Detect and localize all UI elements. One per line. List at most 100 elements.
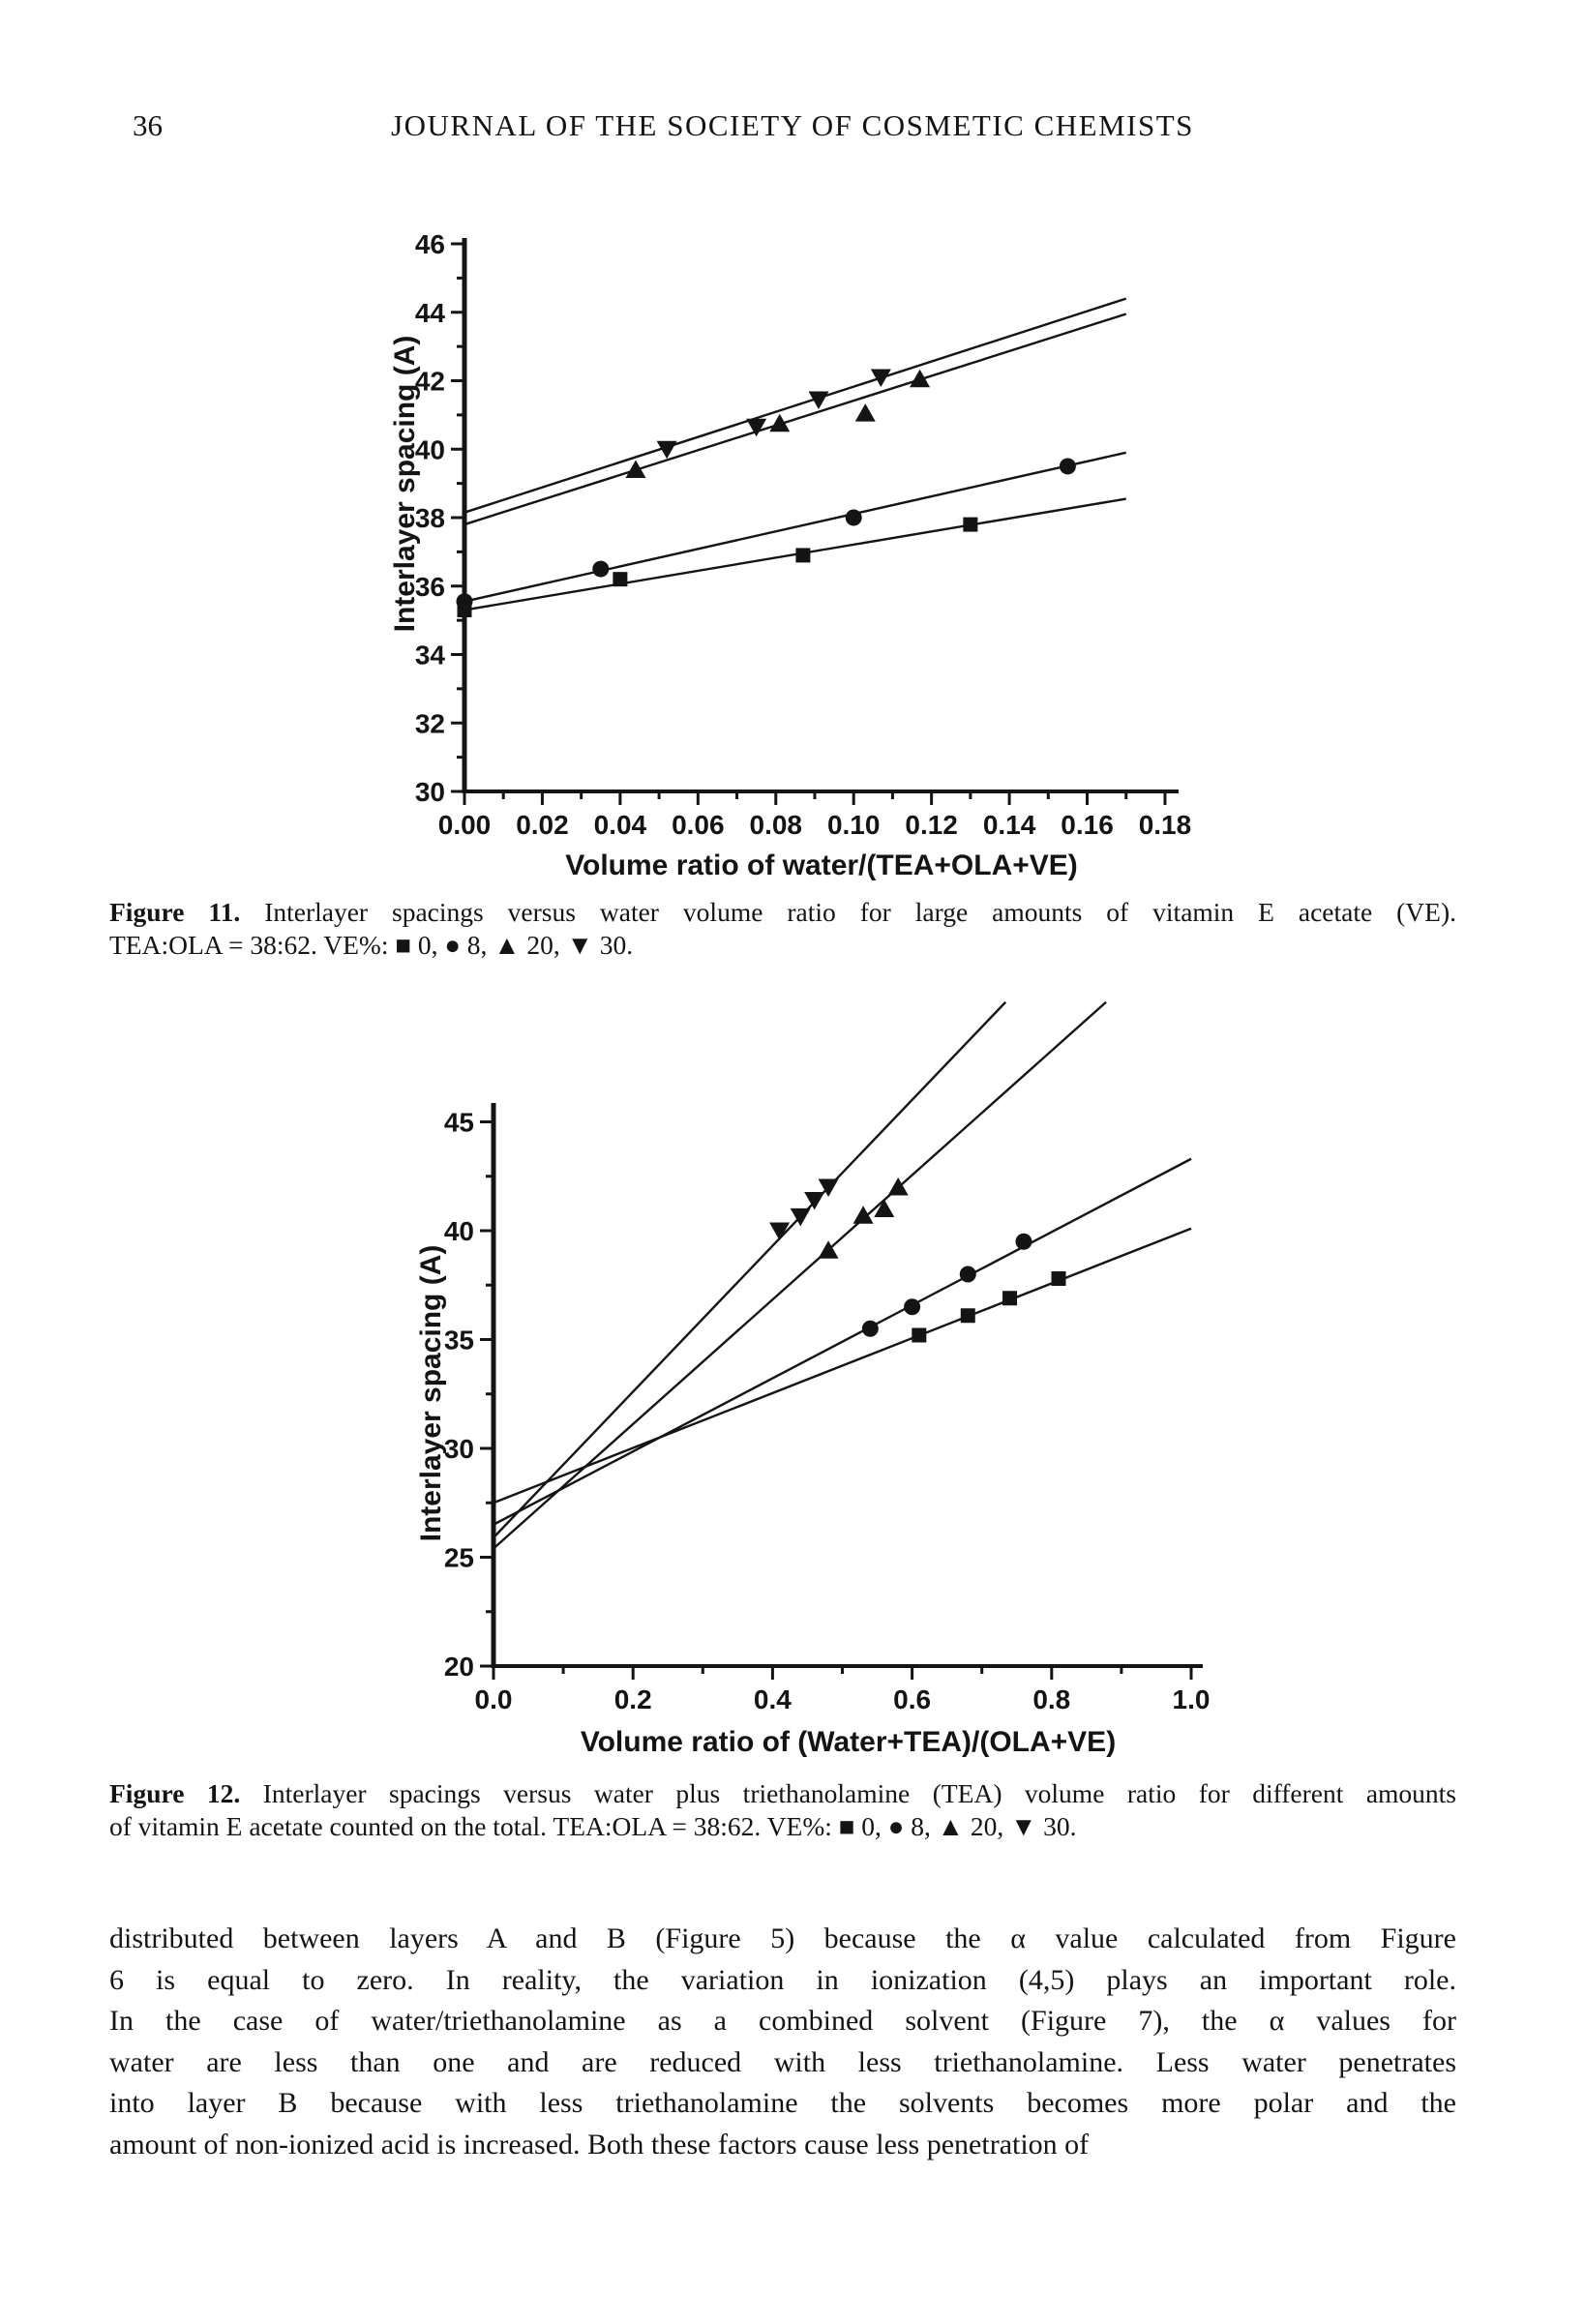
triangle-up-marker <box>874 1199 895 1217</box>
x-tick-label: 0.4 <box>754 1684 792 1714</box>
y-axis-title: Interlayer spacing (A) <box>389 336 421 633</box>
figure12-label: Figure 12. <box>109 1778 241 1808</box>
y-tick-label: 38 <box>415 503 445 533</box>
triangle-down-marker <box>808 391 829 409</box>
circle-marker <box>845 509 862 526</box>
journal-header: JOURNAL OF THE SOCIETY OF COSMETIC CHEMI… <box>391 108 1194 142</box>
figure11-caption-line1: Figure 11. Interlayer spacings versus wa… <box>109 897 1456 927</box>
body-line: 6 is equal to zero. In reality, the vari… <box>109 1963 1456 1996</box>
triangle-up-marker <box>818 1240 839 1259</box>
trend-line-triangle-up <box>493 1000 1107 1550</box>
series-circle <box>493 1157 1192 1526</box>
x-tick-label: 0.10 <box>827 810 881 840</box>
body-line: into layer B because with less triethano… <box>109 2087 1456 2119</box>
body-line: distributed between layers A and B (Figu… <box>109 1922 1456 1954</box>
series-triangle-up <box>464 313 1127 526</box>
figure11-caption: Figure 11. Interlayer spacings versus wa… <box>109 896 1456 961</box>
circle-marker <box>861 1320 879 1337</box>
triangle-down-marker <box>746 418 767 437</box>
x-tick-label: 0.8 <box>1032 1684 1070 1714</box>
x-tick-label: 0.6 <box>893 1684 931 1714</box>
series-circle <box>456 451 1127 611</box>
y-tick-label: 45 <box>444 1108 474 1138</box>
y-tick-label: 46 <box>415 229 445 259</box>
y-tick-label: 34 <box>415 641 446 670</box>
circle-marker <box>1059 458 1076 475</box>
x-tick-label: 0.08 <box>750 810 803 840</box>
triangle-down-marker <box>769 1222 791 1240</box>
x-tick-label: 1.0 <box>1173 1684 1211 1714</box>
series-triangle-up <box>493 1000 1107 1550</box>
x-axis-title: Volume ratio of (Water+TEA)/(OLA+VE) <box>581 1726 1116 1758</box>
body-line: amount of non-ionized acid is increased.… <box>109 2128 1090 2160</box>
circle-marker <box>959 1266 976 1283</box>
triangle-down-marker <box>790 1207 811 1227</box>
x-tick-label: 0.14 <box>983 810 1036 840</box>
triangle-down-marker <box>804 1192 825 1210</box>
series-triangle-down <box>464 297 1127 514</box>
triangle-up-marker <box>852 1206 874 1224</box>
triangle-down-marker <box>870 369 891 387</box>
figure12-caption-line1: Figure 12. Interlayer spacings versus wa… <box>109 1778 1457 1808</box>
y-tick-label: 30 <box>415 777 445 807</box>
series-square <box>457 497 1126 618</box>
triangle-down-marker <box>656 440 677 460</box>
y-tick-label: 20 <box>444 1652 474 1682</box>
y-tick-label: 32 <box>415 708 445 738</box>
figure11-chart: 0.00 0.02 0.04 0.06 0.08 0.10 0.12 0.14 0.16 0.18… <box>389 229 1191 881</box>
x-tick-label: 0.02 <box>516 810 569 840</box>
x-tick-label: 0.04 <box>594 810 647 840</box>
trend-line-square <box>493 1227 1192 1505</box>
square-marker <box>1002 1291 1018 1306</box>
triangle-up-marker <box>854 403 876 422</box>
x-tick-label: 0.06 <box>672 810 725 840</box>
circle-marker <box>904 1298 921 1316</box>
trend-line-triangle-up <box>464 313 1127 526</box>
page-number: 36 <box>133 108 163 142</box>
triangle-up-marker <box>625 460 646 478</box>
triangle-up-marker <box>910 369 931 388</box>
trend-line-square <box>464 497 1126 611</box>
figure11-caption-line2: TEA:OLA = 38:62. VE%: ■ 0, ● 8, ▲ 20, ▼ … <box>109 929 634 960</box>
x-tick-label: 0.12 <box>905 810 958 840</box>
y-tick-label: 40 <box>444 1216 474 1246</box>
figure11-label: Figure 11. <box>109 897 241 927</box>
square-marker <box>795 548 811 563</box>
square-marker <box>613 572 628 587</box>
figure12-caption: Figure 12. Interlayer spacings versus wa… <box>109 1777 1456 1842</box>
y-tick-label: 35 <box>444 1326 474 1356</box>
square-marker <box>912 1327 927 1343</box>
body-line: In the case of water/triethanolamine as … <box>109 2005 1456 2037</box>
circle-marker <box>592 560 610 578</box>
y-axis-title: Interlayer spacing (A) <box>415 1245 447 1542</box>
series-square <box>493 1227 1192 1505</box>
series-triangle-down <box>493 1000 1007 1539</box>
x-tick-label: 0.2 <box>614 1684 652 1714</box>
trend-line-circle <box>493 1157 1192 1526</box>
square-marker <box>960 1308 975 1324</box>
x-tick-label: 0.16 <box>1061 810 1114 840</box>
circle-marker <box>456 593 473 611</box>
x-tick-label: 0.00 <box>438 810 492 840</box>
y-tick-label: 25 <box>444 1543 474 1573</box>
trend-line-circle <box>464 451 1127 603</box>
trend-line-triangle-down <box>493 1000 1007 1539</box>
circle-marker <box>1015 1233 1032 1250</box>
triangle-down-marker <box>818 1178 839 1197</box>
x-axis-title: Volume ratio of water/(TEA+OLA+VE) <box>565 849 1078 881</box>
triangle-up-marker <box>769 413 791 432</box>
body-line: water are less than one and are reduced … <box>109 2045 1456 2078</box>
body-paragraph: distributed between layers A and B (Figu… <box>109 1919 1456 2165</box>
y-tick-label: 42 <box>415 367 445 397</box>
y-tick-label: 36 <box>415 572 445 602</box>
x-tick-label: 0.18 <box>1139 810 1192 840</box>
figure12-chart: 0.0 0.2 0.4 0.6 0.8 1.0 20 25 30 35 40 45 Volume rat… <box>415 1000 1211 1758</box>
triangle-up-marker <box>887 1177 909 1196</box>
x-tick-label: 0.0 <box>475 1684 513 1714</box>
trend-line-triangle-down <box>464 297 1127 514</box>
square-marker <box>1051 1271 1066 1286</box>
y-tick-label: 30 <box>444 1434 474 1464</box>
y-tick-label: 44 <box>415 298 446 328</box>
